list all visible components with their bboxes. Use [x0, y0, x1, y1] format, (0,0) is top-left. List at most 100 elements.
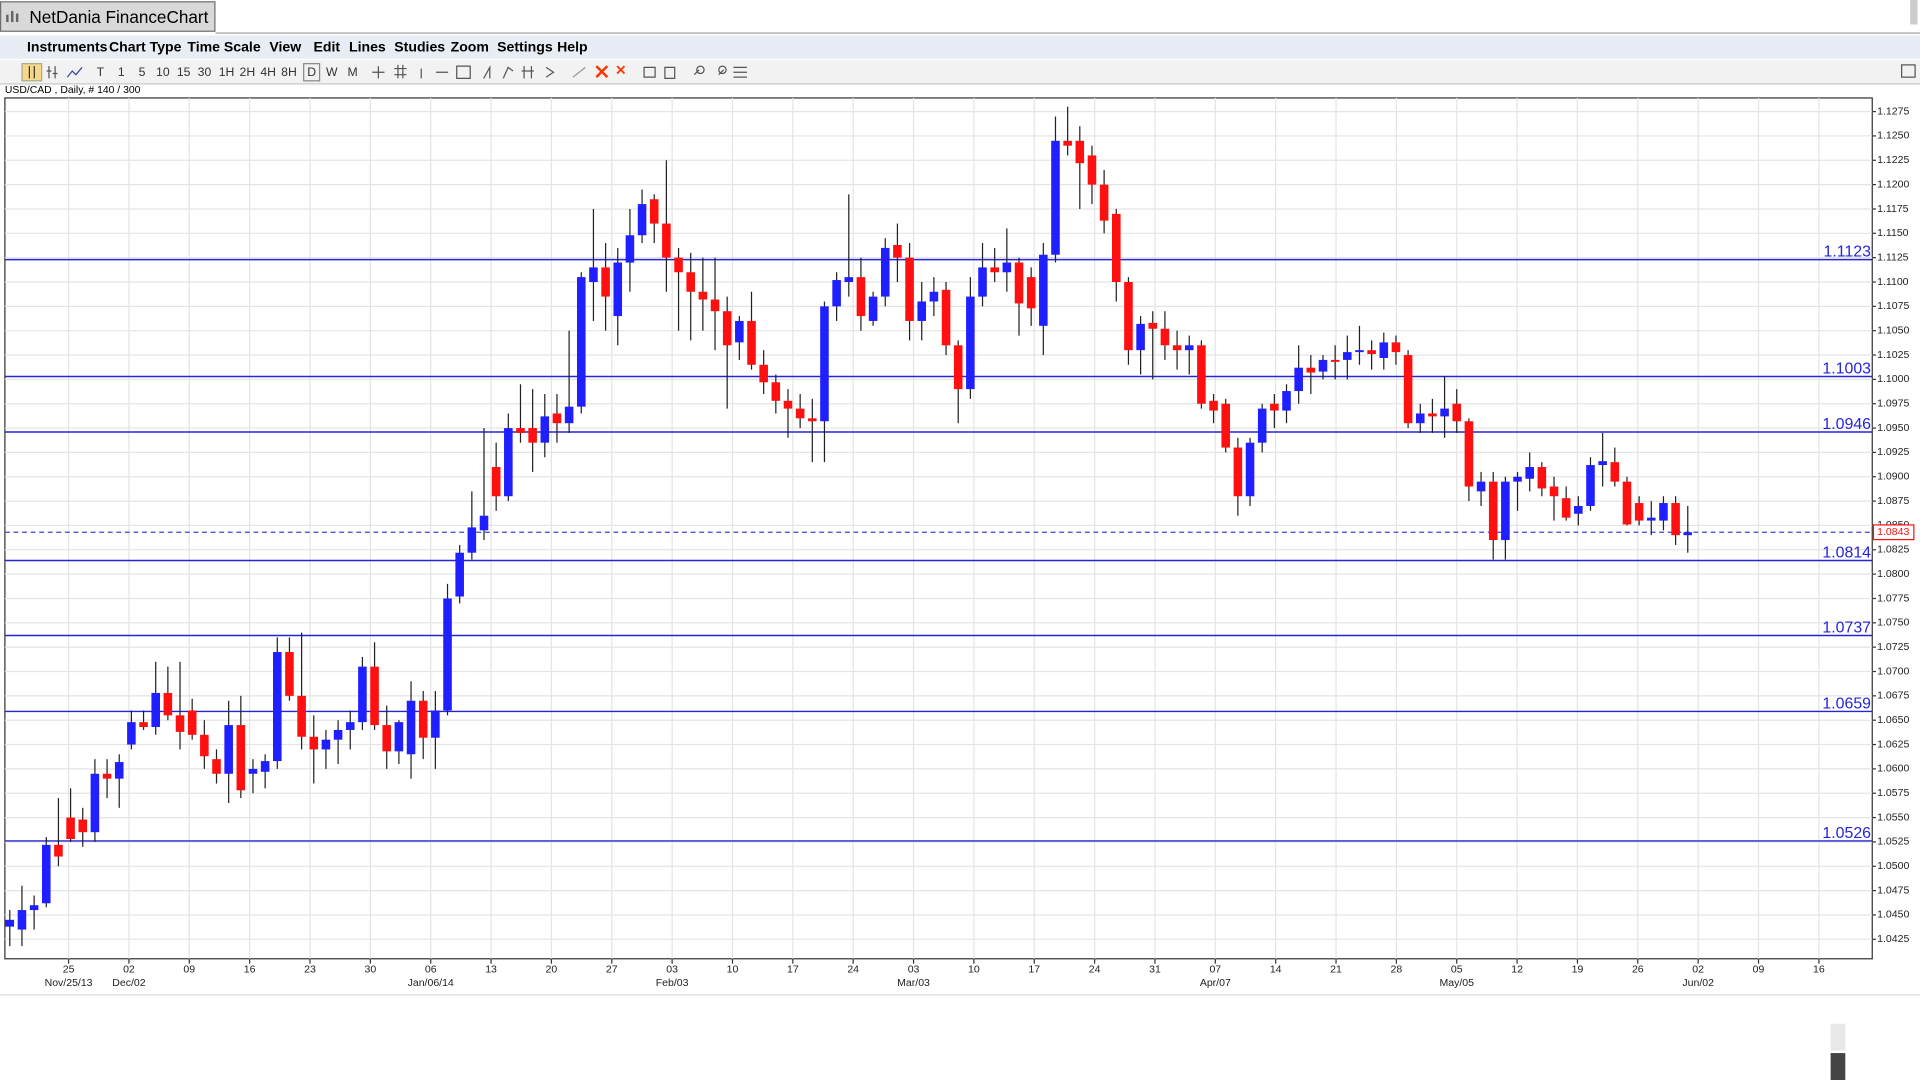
x-tick-label: 12	[1511, 964, 1523, 976]
menu-item[interactable]: Lines	[349, 38, 386, 54]
y-tick-label: 1.0700	[1877, 665, 1909, 677]
candle-body	[224, 725, 233, 774]
candle-body	[1209, 400, 1218, 411]
app-tab-inner	[1, 2, 215, 31]
icon[interactable]	[46, 66, 58, 79]
candle-body	[722, 311, 732, 346]
candle-body	[151, 692, 160, 728]
candle-body	[1099, 184, 1109, 221]
icon[interactable]	[572, 66, 586, 78]
menu-item[interactable]: Settings	[497, 38, 553, 54]
candle-body	[41, 844, 51, 904]
candle-body	[1294, 367, 1303, 392]
last-price-label: 1.0843	[1877, 526, 1909, 538]
scroll-widget[interactable]	[1830, 1023, 1846, 1051]
toolbar-button[interactable]: T	[97, 65, 105, 79]
y-tick-label: 1.0825	[1877, 544, 1909, 556]
candle-body	[516, 428, 525, 433]
toolbar-button[interactable]: 4H	[260, 65, 276, 79]
icon[interactable]	[483, 64, 555, 79]
toolbar-button[interactable]: 15	[177, 65, 191, 79]
y-tick-label: 1.0950	[1877, 422, 1909, 434]
x-tick-label: 30	[364, 964, 376, 976]
candle-body	[1087, 155, 1097, 185]
candle-body	[1525, 467, 1534, 479]
candle-body	[637, 204, 647, 236]
menu-item[interactable]: View	[269, 38, 301, 54]
candle-body	[771, 382, 781, 401]
icon[interactable]	[372, 64, 471, 79]
candle-body	[540, 416, 550, 443]
x-tick-label: 06	[425, 964, 437, 976]
level-label: 1.0737	[1822, 619, 1871, 636]
candle-body	[1586, 465, 1595, 506]
candle-body	[273, 652, 282, 762]
candle-body	[1647, 517, 1656, 521]
candle-body	[1197, 345, 1206, 404]
x-tick-label: 09	[183, 964, 195, 976]
candle-body	[735, 320, 744, 343]
x-tick-label: 03	[666, 964, 678, 976]
app-title: NetDania FinanceChart	[29, 7, 208, 27]
toolbar-button[interactable]: W	[326, 65, 338, 79]
candle-body	[1537, 467, 1547, 489]
candle-body	[953, 345, 963, 390]
toolbar-button[interactable]: 1	[118, 65, 125, 79]
candle-body	[832, 280, 841, 307]
scroll-widget[interactable]	[1830, 1053, 1846, 1080]
y-tick-label: 1.1250	[1877, 130, 1909, 142]
menu-item[interactable]: Studies	[394, 38, 445, 54]
axes: 1.0425 1.0450 1.0475 1.0500 1.0525 1.0550 1.05…	[45, 105, 1915, 989]
candle-body	[1172, 345, 1182, 351]
candle-body	[1318, 359, 1328, 372]
menu-item[interactable]: Zoom	[451, 38, 489, 54]
y-tick-label: 1.0625	[1877, 738, 1909, 750]
x-tick-label: 09	[1753, 964, 1765, 976]
toolbar-button[interactable]: 5	[139, 65, 146, 79]
menu-item[interactable]: Time Scale	[187, 38, 260, 54]
menu-item[interactable]: Instruments	[27, 38, 108, 54]
menu-item[interactable]: Edit	[313, 38, 340, 54]
menu-item[interactable]: Chart Type	[109, 38, 182, 54]
x-tick-label: 13	[485, 964, 497, 976]
y-tick-label: 1.0425	[1877, 933, 1909, 945]
candle-body	[1415, 413, 1425, 424]
icon[interactable]	[616, 65, 626, 75]
icon[interactable]	[643, 66, 747, 79]
toolbar-button[interactable]: D	[307, 65, 316, 79]
candle-body	[1014, 262, 1024, 304]
x-tick-label: 10	[968, 964, 980, 976]
candle-body	[1379, 342, 1389, 358]
toolbar-button[interactable]: 8H	[281, 65, 297, 79]
toolbar-button[interactable]: 30	[198, 65, 212, 79]
candle-body	[1282, 391, 1291, 411]
icon[interactable]	[696, 65, 705, 75]
x-tick-sublabel: Feb/03	[656, 977, 689, 989]
toolbar-icons	[21, 63, 1916, 82]
toolbar-button[interactable]: M	[348, 65, 358, 79]
toolbar-button[interactable]: 10	[156, 65, 170, 79]
candle-body	[187, 710, 197, 735]
x-tick-label: 24	[1089, 964, 1101, 976]
toolbar-button[interactable]	[21, 63, 43, 82]
y-tick-label: 1.0875	[1877, 495, 1909, 507]
candle-body	[1306, 367, 1316, 373]
candle-body	[175, 715, 185, 732]
candle-body	[759, 364, 768, 383]
candle-body	[1549, 486, 1559, 497]
x-tick-label: 26	[1632, 964, 1644, 976]
toolbar-button[interactable]: 2H	[240, 65, 256, 79]
candle-body	[1330, 359, 1340, 362]
icon[interactable]	[595, 65, 609, 79]
x-tick-label: 20	[546, 964, 558, 976]
candle-body	[589, 267, 598, 283]
icon[interactable]	[1901, 64, 1916, 78]
toolbar-button[interactable]: 1H	[219, 65, 235, 79]
menu-item[interactable]: Help	[557, 38, 588, 54]
candle-body	[1257, 408, 1267, 443]
icon[interactable]	[66, 66, 83, 78]
candle-body	[127, 722, 136, 745]
candle-body	[504, 428, 513, 497]
icon[interactable]	[718, 65, 727, 75]
